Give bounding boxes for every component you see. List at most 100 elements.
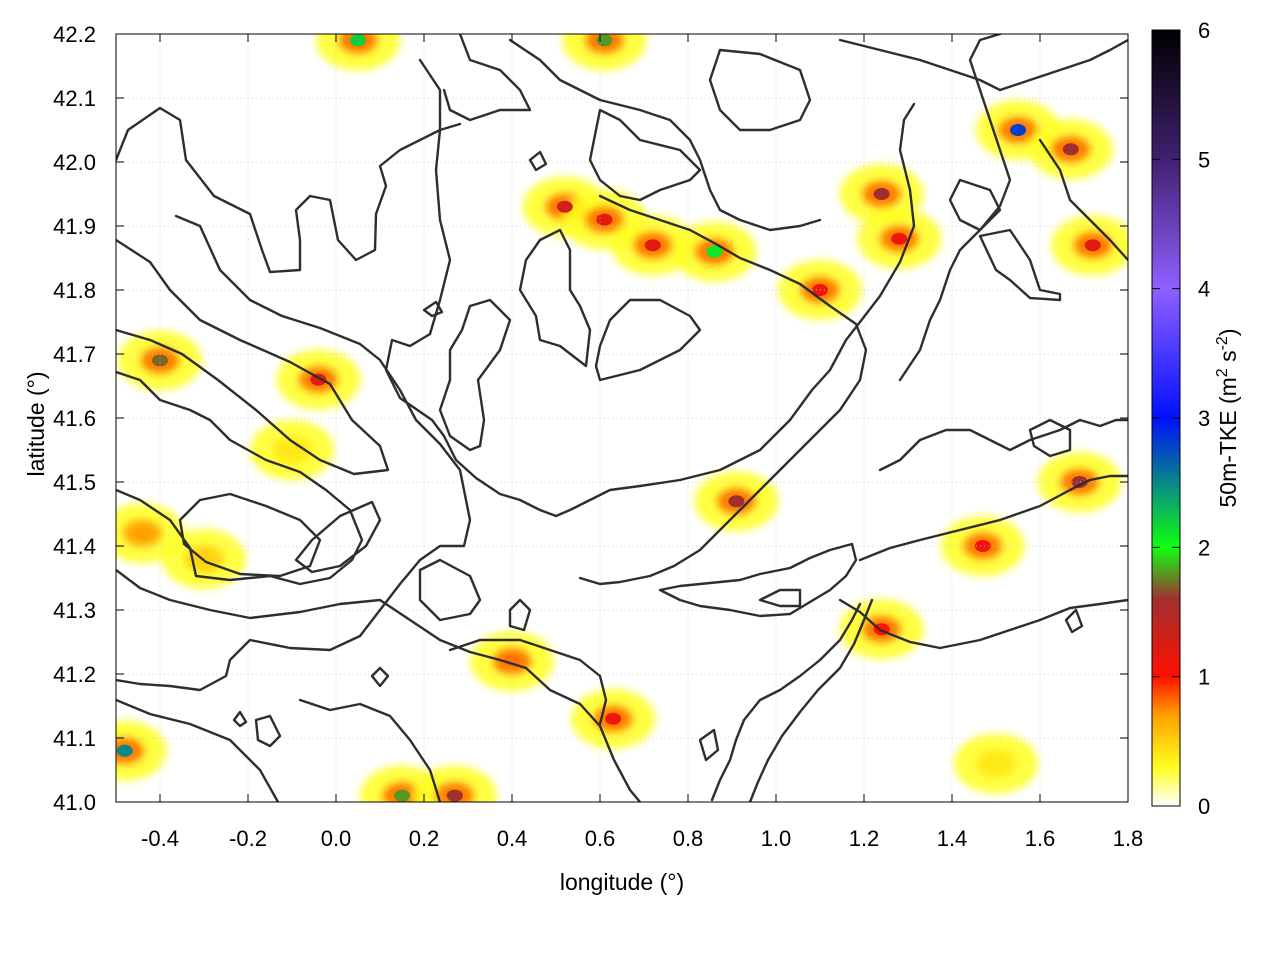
contour-line: [116, 238, 390, 476]
contour-line: [178, 492, 322, 578]
contour-line: [448, 638, 608, 726]
colorbar-tick-label: 5: [1198, 147, 1210, 172]
contour-line: [370, 666, 390, 688]
tke-hotspot: [873, 188, 890, 200]
contour-line: [442, 34, 532, 122]
tke-hotspot: [1071, 476, 1088, 488]
contour-line: [384, 58, 916, 518]
x-tick-label: 0.8: [673, 826, 704, 851]
tke-hotspot: [988, 757, 1004, 770]
x-tick-label: 0.2: [409, 826, 440, 851]
y-tick-label: 41.8: [53, 278, 96, 303]
contour-line: [838, 38, 1128, 92]
tke-hotspot: [394, 789, 410, 802]
contour-line: [508, 598, 532, 632]
y-tick-label: 41.3: [53, 598, 96, 623]
contour-line: [748, 598, 874, 802]
contour-line: [658, 542, 858, 618]
x-tick-label: 0.6: [585, 826, 616, 851]
y-tick-label: 42.2: [53, 22, 96, 47]
colorbar-tick-label: 4: [1198, 277, 1210, 302]
contour-line: [948, 178, 1002, 232]
colorbar-tick-label: 6: [1198, 18, 1210, 43]
x-tick-label: 1.6: [1025, 826, 1056, 851]
colorbar-title-end: ): [1215, 328, 1241, 336]
colorbar-title-sup1: 2: [1214, 368, 1231, 377]
x-tick-label: 0.4: [497, 826, 528, 851]
tke-hotspot: [350, 34, 366, 47]
contour-line: [298, 698, 442, 802]
y-axis-title: latitude (°): [23, 371, 49, 476]
x-axis-title: longitude (°): [560, 869, 684, 895]
contour-line: [758, 588, 802, 608]
y-tick-label: 41.1: [53, 726, 96, 751]
contour-line: [858, 474, 1128, 562]
tke-hotspot: [1010, 124, 1026, 136]
elevation-contours: [116, 34, 1128, 802]
x-tick-label: 1.8: [1113, 826, 1144, 851]
contour-line: [588, 108, 702, 202]
grid-lines: [116, 34, 1128, 802]
colorbar-title-sup2: -2: [1214, 336, 1231, 350]
tke-hotspot: [116, 744, 133, 757]
contour-line: [578, 194, 868, 586]
contour-line: [1028, 418, 1072, 458]
colorbar-title-mid: s: [1215, 350, 1241, 368]
contour-line: [116, 370, 364, 586]
x-tick-labels: -0.4 -0.2 0.0 0.2 0.4 0.6 0.8 1.0 1.2 1.4 1.6 1.8: [141, 826, 1143, 851]
tke-hotspot: [1084, 239, 1101, 252]
colorbar-title: 50m-TKE (m2 s-2): [1214, 328, 1241, 507]
tke-hotspot: [152, 354, 168, 367]
contour-line: [116, 214, 472, 692]
contour-line: [422, 300, 444, 318]
contour-line: [518, 228, 592, 368]
contour-line: [698, 728, 720, 762]
tke-hotspot: [728, 495, 745, 508]
contour-line: [838, 598, 1128, 650]
tke-hotspot: [1062, 143, 1079, 156]
contour-line: [438, 298, 512, 452]
y-tick-label: 41.9: [53, 214, 96, 239]
tke-hotspot: [596, 213, 613, 226]
contour-line: [594, 298, 702, 382]
y-tick-label: 41.5: [53, 470, 96, 495]
tke-hotspot: [134, 527, 151, 540]
contour-line: [528, 150, 548, 172]
y-tick-label: 41.4: [53, 534, 96, 559]
x-tick-label: -0.4: [141, 826, 179, 851]
tke-hotspot: [891, 232, 908, 245]
colorbar-tick-label: 2: [1198, 535, 1210, 560]
x-tick-label: 1.0: [761, 826, 792, 851]
contour-line: [254, 714, 282, 748]
tke-hotspot: [644, 239, 661, 252]
x-tick-label: 1.4: [937, 826, 968, 851]
y-tick-label: 41.2: [53, 662, 96, 687]
tick-marks: [116, 33, 1129, 803]
colorbar-tick-label: 0: [1198, 794, 1210, 819]
y-tick-label: 41.0: [53, 790, 96, 815]
contour-line: [232, 710, 248, 728]
contour-line: [708, 48, 812, 132]
y-tick-label: 41.7: [53, 342, 96, 367]
contour-line: [1038, 138, 1128, 262]
y-tick-labels: 41.0 41.1 41.2 41.3 41.4 41.5 41.6 41.7 41.8 41.9…: [53, 22, 96, 815]
y-tick-label: 41.6: [53, 406, 96, 431]
x-tick-label: 0.0: [321, 826, 352, 851]
contour-line: [878, 418, 1128, 472]
y-tick-label: 42.0: [53, 150, 96, 175]
x-tick-label: -0.2: [229, 826, 267, 851]
colorbar-tick-label: 1: [1198, 665, 1210, 690]
colorbar-ticks: 0 1 2 3 4 5 6: [1152, 18, 1210, 819]
tke-hotspot: [556, 200, 573, 213]
contour-line: [294, 500, 382, 574]
tke-heat-layer: [116, 34, 1128, 802]
colorbar-title-main: 50m-TKE (m: [1215, 377, 1241, 507]
contour-line: [1064, 608, 1084, 634]
contour-line: [418, 558, 482, 622]
tke-hotspot: [706, 245, 723, 258]
colorbar-tick-label: 3: [1198, 406, 1210, 431]
contour-line: [710, 602, 862, 802]
x-tick-label: 1.2: [849, 826, 880, 851]
